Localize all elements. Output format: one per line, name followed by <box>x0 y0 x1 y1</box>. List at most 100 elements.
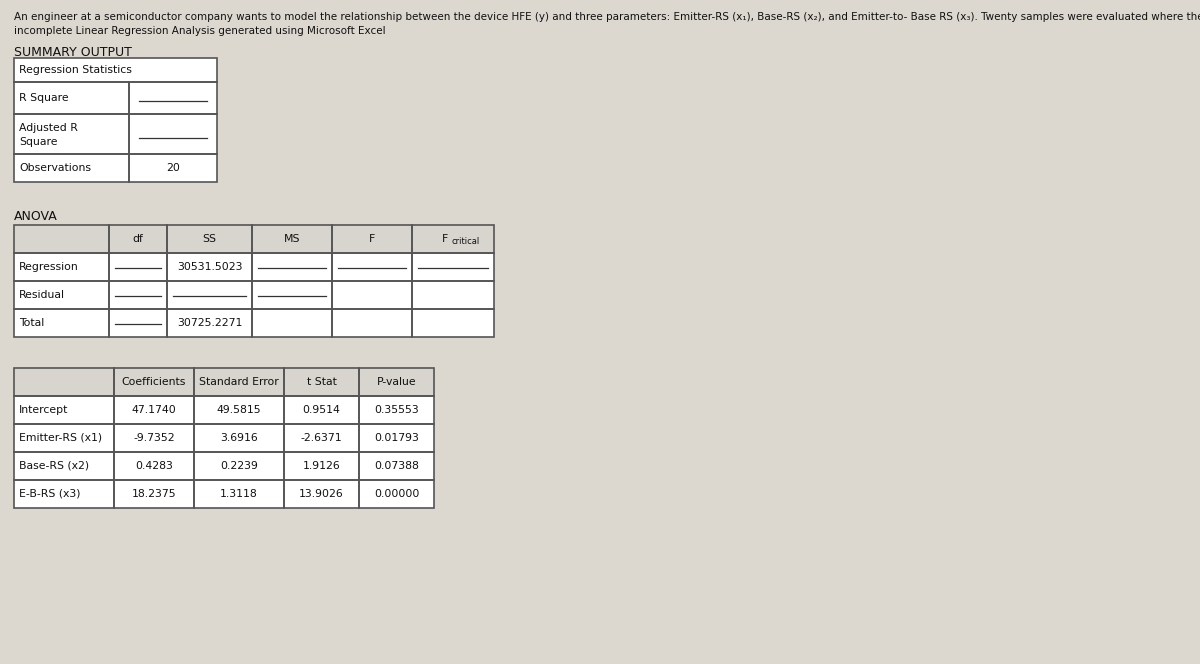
Bar <box>130 82 217 114</box>
Bar <box>14 58 217 82</box>
Bar <box>14 114 130 154</box>
Bar <box>114 424 194 452</box>
Bar <box>412 309 494 337</box>
Bar <box>109 253 167 281</box>
Bar <box>14 58 217 82</box>
Bar <box>284 368 359 396</box>
Bar <box>14 480 114 508</box>
Bar <box>194 424 284 452</box>
Bar <box>284 424 359 452</box>
Bar <box>114 396 194 424</box>
Bar <box>114 368 194 396</box>
Bar <box>130 114 217 154</box>
Bar <box>167 253 252 281</box>
Bar <box>252 225 332 253</box>
Text: MS: MS <box>283 234 300 244</box>
Text: SUMMARY OUTPUT: SUMMARY OUTPUT <box>14 46 132 59</box>
Bar <box>359 396 434 424</box>
Bar <box>167 309 252 337</box>
Bar <box>284 396 359 424</box>
Bar <box>109 281 167 309</box>
Bar <box>109 253 167 281</box>
Text: P-value: P-value <box>377 377 416 387</box>
Bar <box>194 368 284 396</box>
Bar <box>412 253 494 281</box>
Bar <box>14 82 130 114</box>
Bar <box>114 452 194 480</box>
Bar <box>194 396 284 424</box>
Bar <box>14 253 109 281</box>
Text: 0.2239: 0.2239 <box>220 461 258 471</box>
Bar <box>114 368 194 396</box>
Bar <box>194 480 284 508</box>
Bar <box>284 396 359 424</box>
Bar <box>14 114 130 154</box>
Bar <box>359 480 434 508</box>
Text: Coefficients: Coefficients <box>122 377 186 387</box>
Bar <box>130 154 217 182</box>
Bar <box>284 452 359 480</box>
Bar <box>167 225 252 253</box>
Bar <box>412 309 494 337</box>
Bar <box>114 452 194 480</box>
Bar <box>114 480 194 508</box>
Text: Standard Error: Standard Error <box>199 377 278 387</box>
Text: 49.5815: 49.5815 <box>217 405 262 415</box>
Text: ANOVA: ANOVA <box>14 210 58 223</box>
Text: An engineer at a semiconductor company wants to model the relationship between t: An engineer at a semiconductor company w… <box>14 12 1200 22</box>
Bar <box>359 368 434 396</box>
Bar <box>14 452 114 480</box>
Bar <box>14 396 114 424</box>
Bar <box>14 424 114 452</box>
Bar <box>109 225 167 253</box>
Bar <box>194 452 284 480</box>
Text: 30531.5023: 30531.5023 <box>176 262 242 272</box>
Bar <box>14 480 114 508</box>
Bar <box>332 225 412 253</box>
Text: 0.35553: 0.35553 <box>374 405 419 415</box>
Bar <box>359 452 434 480</box>
Bar <box>412 281 494 309</box>
Bar <box>14 253 109 281</box>
Bar <box>412 225 494 253</box>
Text: 30725.2271: 30725.2271 <box>176 318 242 328</box>
Text: -9.7352: -9.7352 <box>133 433 175 443</box>
Bar <box>252 253 332 281</box>
Text: Intercept: Intercept <box>19 405 68 415</box>
Bar <box>109 281 167 309</box>
Text: Total: Total <box>19 318 44 328</box>
Text: Observations: Observations <box>19 163 91 173</box>
Text: 1.3118: 1.3118 <box>220 489 258 499</box>
Text: 18.2375: 18.2375 <box>132 489 176 499</box>
Bar <box>167 309 252 337</box>
Bar <box>14 225 109 253</box>
Bar <box>194 396 284 424</box>
Bar <box>332 281 412 309</box>
Text: 0.4283: 0.4283 <box>136 461 173 471</box>
Bar <box>332 253 412 281</box>
Bar <box>412 281 494 309</box>
Bar <box>332 253 412 281</box>
Text: 0.01793: 0.01793 <box>374 433 419 443</box>
Bar <box>359 424 434 452</box>
Bar <box>252 309 332 337</box>
Text: 3.6916: 3.6916 <box>220 433 258 443</box>
Text: 0.00000: 0.00000 <box>374 489 419 499</box>
Text: Square: Square <box>19 137 58 147</box>
Bar <box>252 281 332 309</box>
Bar <box>332 281 412 309</box>
Bar <box>14 154 130 182</box>
Bar <box>114 396 194 424</box>
Bar <box>14 396 114 424</box>
Bar <box>332 225 412 253</box>
Text: critical: critical <box>451 238 479 246</box>
Text: incomplete Linear Regression Analysis generated using Microsoft Excel: incomplete Linear Regression Analysis ge… <box>14 26 385 36</box>
Bar <box>14 452 114 480</box>
Bar <box>332 309 412 337</box>
Bar <box>130 82 217 114</box>
Text: F: F <box>368 234 376 244</box>
Text: 0.07388: 0.07388 <box>374 461 419 471</box>
Bar <box>252 225 332 253</box>
Bar <box>332 309 412 337</box>
Text: -2.6371: -2.6371 <box>301 433 342 443</box>
